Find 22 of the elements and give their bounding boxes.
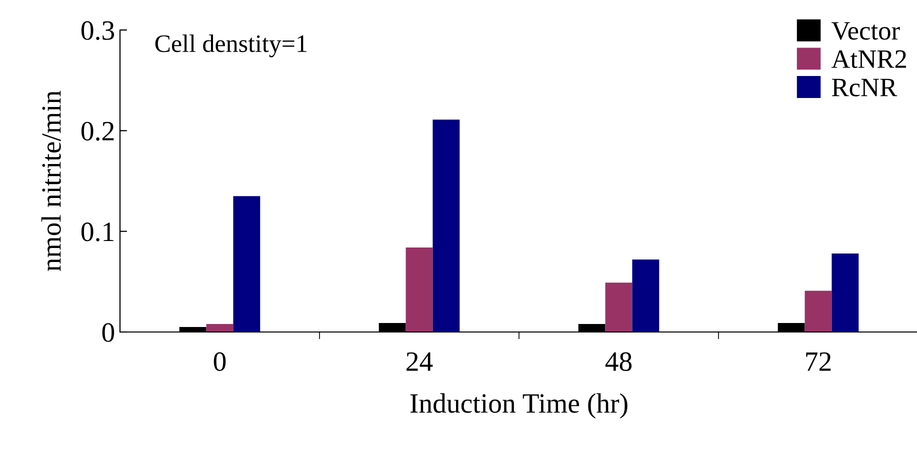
legend-label: Vector [832, 22, 900, 40]
x-tick-label: 72 [806, 352, 831, 371]
bar [406, 247, 433, 332]
annotation: Cell denstity=1 [155, 34, 306, 58]
y-tick-label: 0 [102, 323, 114, 342]
bar [632, 260, 660, 332]
x-tick-label: 48 [605, 352, 632, 371]
x-tick-label: 0 [214, 352, 226, 371]
bar [206, 324, 234, 332]
x-axis-title: Induction Time (hr) [410, 393, 628, 418]
y-axis-title: nmol nitrite/min [41, 90, 61, 272]
bar [432, 120, 460, 332]
bar [832, 253, 859, 332]
y-tick-label: 0.2 [81, 122, 114, 141]
legend-label: AtNR2 [831, 50, 906, 68]
bar [233, 196, 260, 332]
y-tick-label: 0.1 [81, 222, 114, 242]
bar [605, 282, 632, 332]
bar [804, 290, 832, 332]
y-tick-label: 0.3 [81, 21, 114, 40]
x-tick-label: 24 [406, 352, 433, 371]
legend-label: RcNR [832, 78, 898, 96]
